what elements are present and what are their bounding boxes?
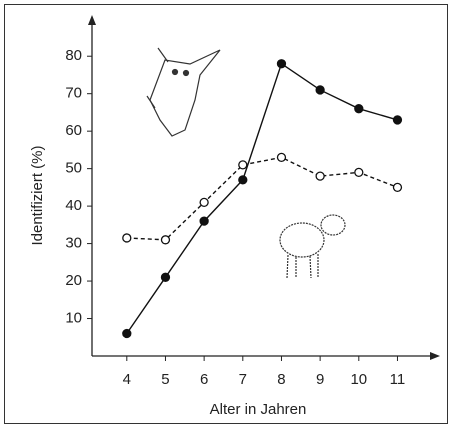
y-tick-label: 40 xyxy=(65,197,82,214)
data-point xyxy=(200,198,208,206)
y-tick-label: 70 xyxy=(65,85,82,102)
data-point xyxy=(239,161,247,169)
x-tick-label: 5 xyxy=(161,371,169,388)
data-point xyxy=(239,176,247,184)
data-point xyxy=(393,116,401,124)
sheep-icon xyxy=(280,215,345,278)
y-tick-label: 60 xyxy=(65,122,82,139)
data-point xyxy=(355,105,363,113)
data-point xyxy=(200,217,208,225)
data-point xyxy=(123,234,131,242)
x-axis-label: Alter in Jahren xyxy=(210,401,307,418)
data-point xyxy=(277,60,285,68)
data-point xyxy=(161,273,169,281)
data-point xyxy=(161,236,169,244)
data-point xyxy=(316,86,324,94)
pokemon-icon xyxy=(147,48,220,136)
x-axis-arrow xyxy=(430,352,440,360)
data-point xyxy=(277,153,285,161)
data-point xyxy=(316,172,324,180)
x-tick-label: 9 xyxy=(316,371,324,388)
chart: 10 20 30 40 50 60 70 80 4 5 6 7 8 9 10 11 Alter in Jahre… xyxy=(0,0,452,428)
data-point xyxy=(355,168,363,176)
y-tick-label: 20 xyxy=(65,272,82,289)
x-tick-label: 6 xyxy=(200,371,208,388)
y-tick-label: 50 xyxy=(65,160,82,177)
y-tick-label: 10 xyxy=(65,309,82,326)
x-tick-label: 8 xyxy=(277,371,285,388)
x-tick-label: 10 xyxy=(350,371,367,388)
y-tick-label: 30 xyxy=(65,235,82,252)
y-tick-label: 80 xyxy=(65,47,82,64)
data-point xyxy=(393,183,401,191)
y-axis-arrow xyxy=(88,15,96,25)
x-tick-label: 11 xyxy=(390,371,406,388)
page: {"chart_data": {"type": "line", "x_label… xyxy=(0,0,452,428)
series-line xyxy=(127,64,398,334)
data-point xyxy=(123,330,131,338)
y-axis-label: Identifiziert (%) xyxy=(29,145,46,245)
x-tick-label: 4 xyxy=(123,371,131,388)
x-tick-label: 7 xyxy=(239,371,247,388)
